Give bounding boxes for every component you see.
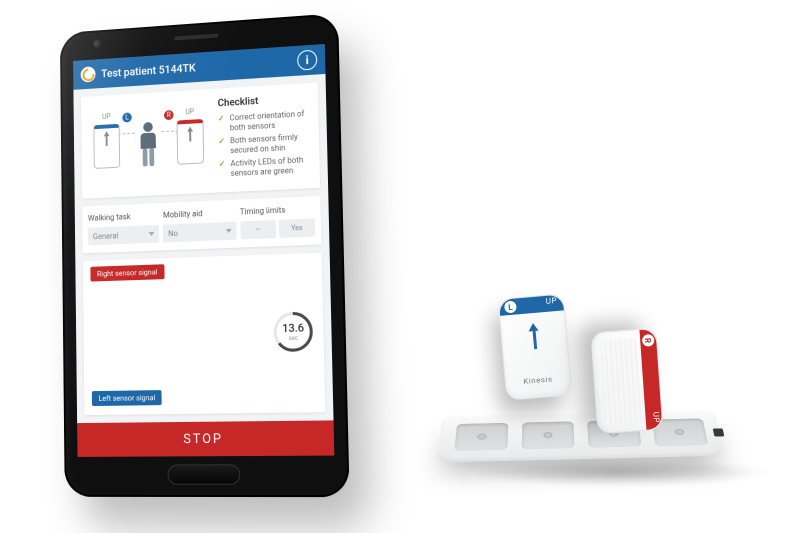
timer-gauge: 13.6 sec [271,308,316,354]
app-logo-icon [81,66,96,82]
usb-port-icon [713,428,725,436]
checklist: Checklist Correct orientation of both se… [218,93,312,183]
page-title: Test patient 5144TK [101,54,297,80]
control-label: Mobility aid [163,208,236,220]
right-badge: R [164,110,174,120]
speaker-grille [174,34,218,41]
left-signal-tag: Left sensor signal [92,390,162,406]
app-body: UP L UP R [73,74,334,457]
mobility-aid-control: Mobility aid No [163,208,237,243]
gauge-value: 13.6 [282,321,304,335]
sensor-signal-card: Right sensor signal 13.6 [83,253,325,415]
sensor-badge: R [642,334,655,347]
checklist-item: Activity LEDs of both sensors are green [219,155,312,180]
app-screen: Test patient 5144TK i UP L [73,44,334,457]
gauge-unit: sec [289,334,299,341]
brand-label: Kinesis [506,374,570,388]
left-sensor-graphic: UP L [93,124,120,169]
home-button[interactable] [167,464,240,485]
right-signal-tag: Right sensor signal [90,264,164,281]
timing-on-toggle[interactable]: Yes [279,218,316,238]
front-camera [93,40,101,48]
regulatory-label [600,338,642,424]
tablet-device: Test patient 5144TK i UP L [60,13,350,497]
task-controls-card: Walking task General Mobility aid No Tim… [82,196,321,253]
left-badge: L [122,112,132,122]
up-label: UP [94,112,118,121]
stop-button[interactable]: STOP [77,420,334,457]
left-sensor-device: L UP Kinesis [498,293,573,400]
walking-task-control: Walking task General [88,211,160,245]
checklist-title: Checklist [218,93,311,109]
checklist-item: Correct orientation of both sensors [218,109,311,134]
product-composite: Test patient 5144TK i UP L [0,0,800,533]
charging-dock [437,409,725,462]
control-label: Timing limits [240,204,315,216]
up-label: UP [545,296,557,306]
up-label: UP [651,412,661,424]
sensor-hardware: L UP Kinesis R UP [440,300,740,480]
right-sensor-device: R UP [591,328,664,434]
timing-limits-control: Timing limits — Yes [240,204,315,239]
right-sensor-graphic: UP R [177,119,205,165]
checklist-item: Both sensors firmly secured on shin [218,132,311,157]
mobility-aid-select[interactable]: No [163,222,236,243]
signal-waveform [91,303,264,365]
control-label: Walking task [88,211,159,223]
sensor-placement-card: UP L UP R [81,82,320,198]
info-button[interactable]: i [297,50,317,71]
placement-diagram: UP L UP R [88,99,209,189]
walking-task-select[interactable]: General [88,225,160,246]
person-icon [137,122,160,167]
ground-shadow [470,458,770,486]
dock-slot [454,423,508,451]
sensor-badge: L [504,300,517,313]
timing-off-toggle[interactable]: — [240,220,276,239]
dock-slot [522,421,575,449]
up-label: UP [177,107,202,116]
arrow-up-icon [528,323,540,350]
